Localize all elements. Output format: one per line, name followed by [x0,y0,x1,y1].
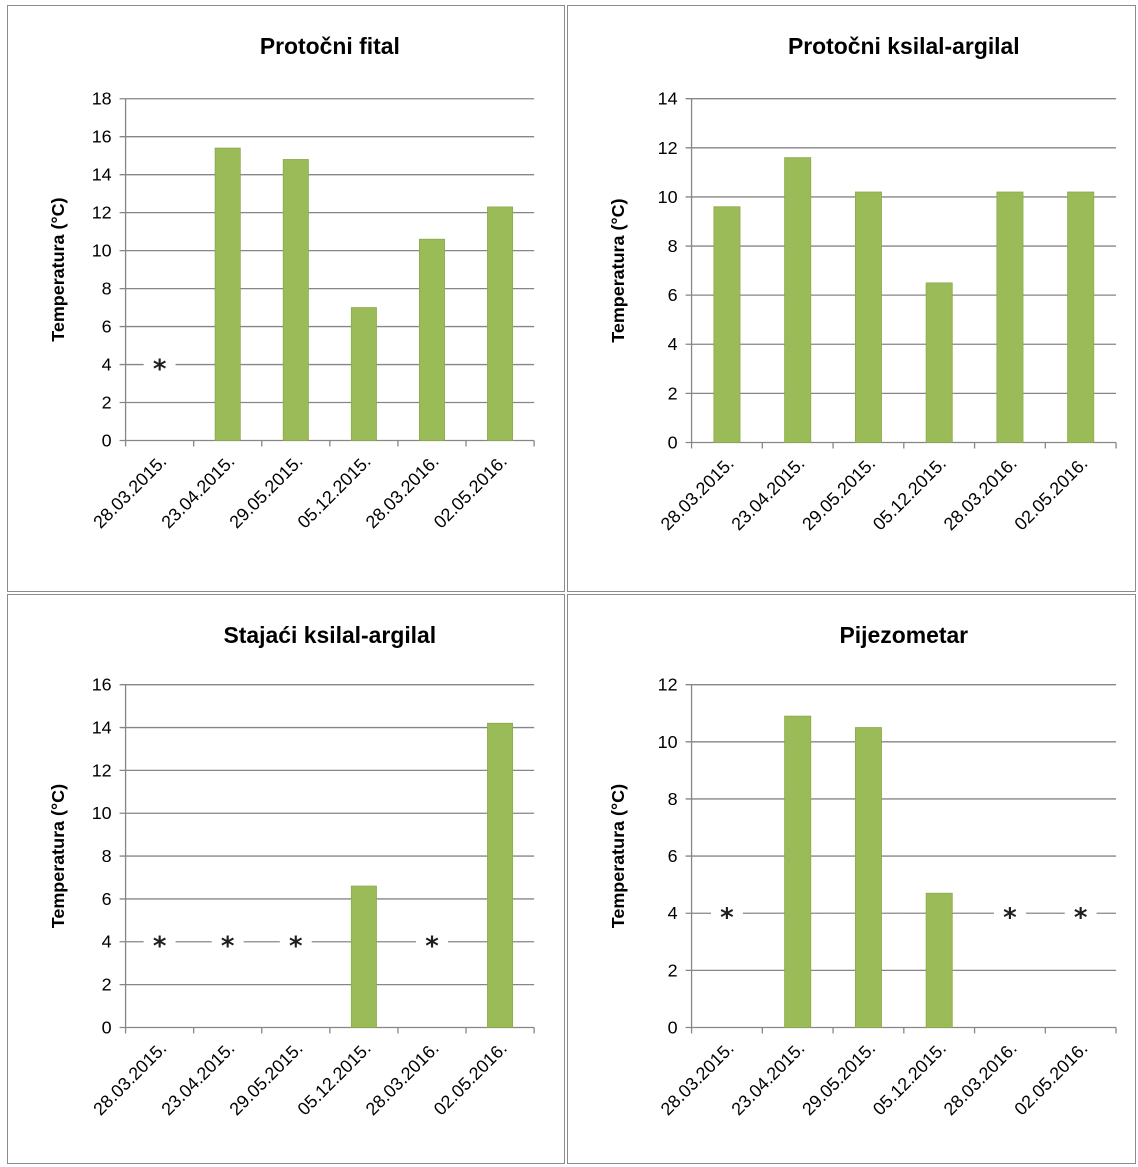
x-tick-label: 02.05.2016. [1010,1038,1091,1119]
bar [1067,191,1095,443]
y-tick-label: 4 [102,932,112,952]
y-tick-label: 4 [668,334,678,354]
y-tick-label: 4 [102,355,112,375]
x-tick-label: 02.05.2016. [1010,453,1091,534]
y-axis-label: Temperatura (°C) [48,197,68,341]
missing-marker-mask [710,900,743,927]
x-tick-label: 29.05.2015. [798,453,879,534]
x-tick-label: 28.03.2016. [940,453,1021,534]
chart-svg: Protočni fital Temperatura (°C) 0 2 4 6 8 10 12 1… [48,33,535,532]
y-tick-label: 16 [92,127,112,147]
y-tick-label: 14 [658,89,678,109]
y-tick-label: 4 [668,903,678,923]
chart-svg: Pijezometar Temperatura (°C) 0 2 4 6 8 10 12 * * * 2… [608,622,1117,1119]
chart-panel-protocni-ksilal-argilal: Protočni ksilal-argilal Temperatura (°C) 0… [567,5,1136,592]
y-tick-label: 12 [92,203,112,223]
x-tick-label: 29.05.2015. [798,1038,879,1119]
x-tick-label: 23.04.2015. [727,453,808,534]
bar [854,727,882,1028]
bar [487,722,514,1028]
missing-marker-mask [279,928,312,955]
y-axis-label: Temperatura (°C) [608,784,628,928]
y-tick-label: 14 [92,165,112,185]
y-tick-label: 8 [668,789,678,809]
missing-value-marker: * [153,932,167,962]
chart-svg: Protočni ksilal-argilal Temperatura (°C) 0… [608,33,1117,534]
x-tick-label: 05.12.2015. [869,453,950,534]
bar [784,157,812,443]
bar [487,206,514,441]
missing-marker-mask [211,928,244,955]
y-axis-label: Temperatura (°C) [48,784,68,928]
x-tick-label: 28.03.2015. [657,453,738,534]
x-tick-label: 02.05.2016. [430,1038,511,1119]
bar [784,715,812,1028]
x-tick-label: 23.04.2015. [727,1038,808,1119]
chart-panel-protocni-fital: Protočni fital Temperatura (°C) 0 2 4 6 8 10 12 1… [7,5,565,592]
y-tick-label: 10 [658,732,678,752]
y-tick-label: 10 [658,187,678,207]
y-tick-label: 8 [668,236,678,256]
chart-title: Pijezometar [840,622,969,648]
x-tick-label: 02.05.2016. [430,451,511,532]
y-tick-label: 12 [658,675,678,695]
chart-title: Protočni ksilal-argilal [788,33,1020,59]
y-tick-label: 2 [102,975,112,995]
bar [214,147,241,441]
y-tick-label: 6 [102,317,112,337]
bar [996,191,1024,443]
y-tick-label: 6 [668,285,678,305]
x-tick-label: 28.03.2015. [657,1038,738,1119]
x-tick-label: 05.12.2015. [869,1038,950,1119]
y-tick-label: 18 [92,89,112,109]
missing-value-marker: * [425,932,439,962]
y-tick-label: 8 [102,279,112,299]
y-tick-label: 8 [102,846,112,866]
missing-marker-mask [143,928,176,955]
missing-marker-mask [143,351,176,378]
missing-marker-mask [1064,900,1097,927]
y-tick-label: 0 [668,1017,678,1037]
y-tick-label: 12 [658,138,678,158]
bar [854,191,882,443]
chart-title: Stajaći ksilal-argilal [224,622,437,648]
y-tick-label: 2 [102,392,112,412]
chart-panel-pijezometar: Pijezometar Temperatura (°C) 0 2 4 6 8 10 12 * * * 2… [567,594,1136,1164]
missing-value-marker: * [289,932,303,962]
bar [282,159,309,441]
missing-value-marker: * [221,932,235,962]
bar [925,282,953,443]
y-tick-label: 0 [668,432,678,452]
y-tick-label: 2 [668,383,678,403]
y-tick-label: 6 [102,889,112,909]
x-tick-label: 28.03.2016. [940,1038,1021,1119]
missing-marker-mask [993,900,1026,927]
y-tick-label: 16 [92,675,112,695]
y-tick-label: 6 [668,846,678,866]
bar [713,206,741,443]
missing-value-marker: * [1003,903,1017,933]
chart-title: Protočni fital [260,33,400,59]
bar [350,307,377,441]
bar [418,238,445,441]
y-axis-label: Temperatura (°C) [608,198,628,342]
bar [350,885,377,1028]
y-tick-label: 12 [92,760,112,780]
y-tick-label: 0 [102,1017,112,1037]
missing-value-marker: * [1074,903,1088,933]
y-tick-label: 10 [92,803,112,823]
bar [925,892,953,1028]
y-tick-label: 10 [92,241,112,261]
missing-value-marker: * [720,903,734,933]
y-tick-label: 2 [668,960,678,980]
y-tick-label: 14 [92,718,112,738]
missing-value-marker: * [153,354,167,384]
missing-marker-mask [416,928,448,955]
y-tick-label: 0 [102,430,112,450]
chart-panel-stajaci-ksilal-argilal: Stajaći ksilal-argilal Temperatura (°C) 0 2… [7,594,565,1164]
